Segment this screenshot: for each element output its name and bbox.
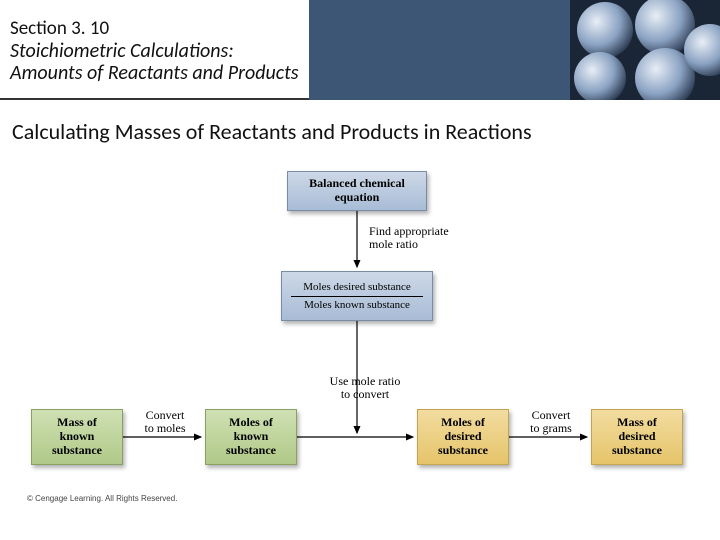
node-balanced-equation: Balanced chemical equation [287,171,427,211]
edge-label-use-ratio: Use mole ratioto convert [317,375,413,401]
fraction-top: Moles desired substance [303,281,411,294]
fraction-line [291,296,423,297]
spheres-icon [570,0,720,100]
node-line: substance [438,444,488,458]
edge-label-text: Convertto moles [145,408,186,435]
node-line: known [234,430,269,444]
node-line: Mass of [57,416,97,430]
node-line: substance [226,444,276,458]
fraction-bottom: Moles known substance [304,299,410,312]
edge-label-text: Use mole ratioto convert [330,374,401,401]
node-line: Moles of [229,416,273,430]
node-moles-desired: Moles of desired substance [417,409,509,465]
stoichiometry-flowchart: Balanced chemical equation Moles desired… [25,165,695,505]
node-mass-known: Mass of known substance [31,409,123,465]
node-mole-ratio: Moles desired substance Moles known subs… [281,271,433,321]
header-decor-graphic [570,0,720,100]
edge-label-text: Find appropriatemole ratio [369,224,449,251]
section-title-line2: Amounts of Reactants and Products [10,62,299,84]
section-number: Section 3. 10 [10,17,299,40]
header-text-block: Section 3. 10 Stoichiometric Calculation… [0,0,309,100]
node-line: Balanced chemical [309,177,405,191]
node-moles-known: Moles of known substance [205,409,297,465]
edge-label-convert-moles: Convertto moles [135,409,195,435]
slide-subtitle: Calculating Masses of Reactants and Prod… [0,100,720,155]
edge-label-convert-grams: Convertto grams [521,409,581,435]
node-line: desired [618,430,655,444]
slide-header: Section 3. 10 Stoichiometric Calculation… [0,0,720,100]
node-mass-desired: Mass of desired substance [591,409,683,465]
copyright-text: © Cengage Learning. All Rights Reserved. [27,494,177,503]
edge-label-text: Convertto grams [530,408,572,435]
node-line: Mass of [617,416,657,430]
node-line: Moles of [441,416,485,430]
node-line: substance [52,444,102,458]
node-line: equation [335,191,380,205]
node-line: desired [444,430,481,444]
edge-label-find-ratio: Find appropriatemole ratio [369,225,469,251]
node-line: known [60,430,95,444]
node-line: substance [612,444,662,458]
section-title-line1: Stoichiometric Calculations: [10,40,299,62]
